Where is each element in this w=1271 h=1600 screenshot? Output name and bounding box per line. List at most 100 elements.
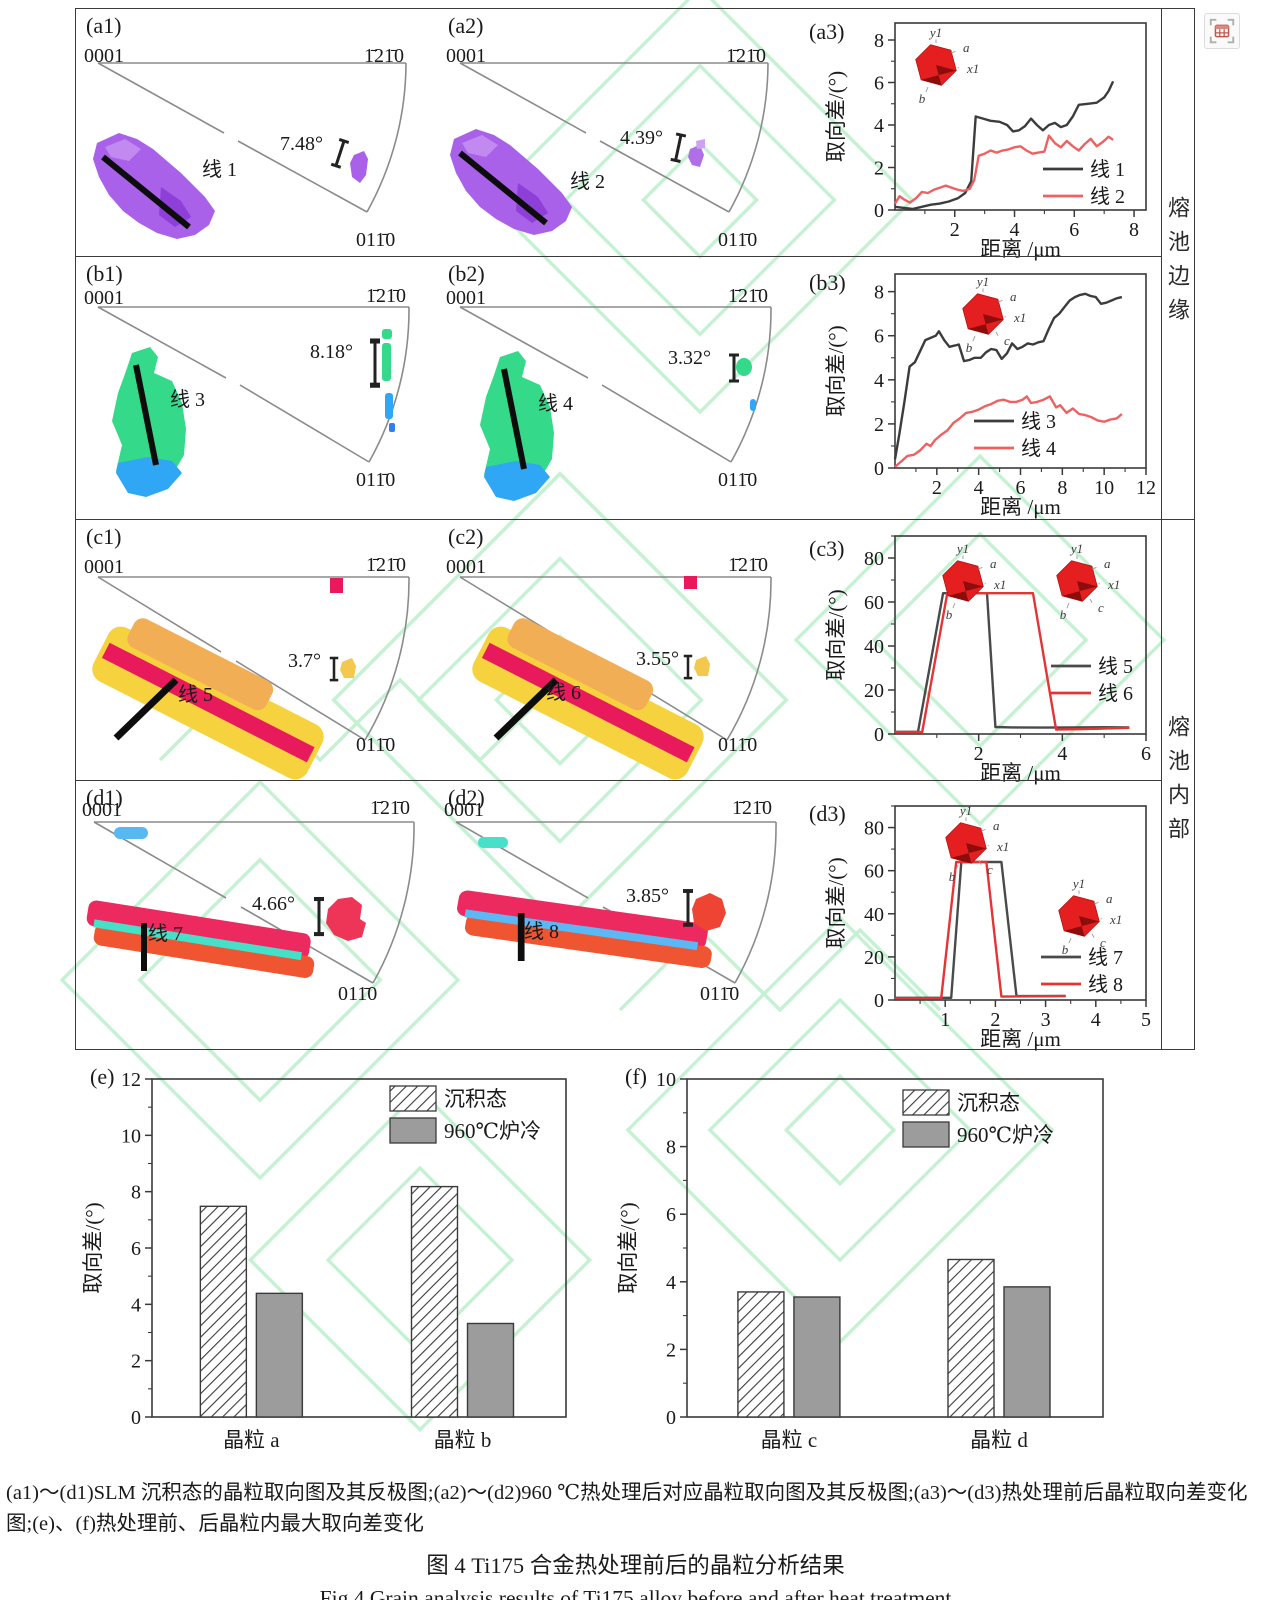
vertex-1210: 1̄21̄0	[728, 554, 768, 576]
line-8-label: 线 8	[524, 921, 559, 943]
svg-text:晶粒 b: 晶粒 b	[434, 1428, 492, 1452]
svg-text:距离 /μm: 距离 /μm	[980, 495, 1061, 519]
ipf-wedge-b2-graphic	[459, 306, 772, 520]
caption-detail: (a1)～(d1)SLM 沉积态的晶粒取向图及其反极图;(a2)～(d2)960…	[6, 1482, 1248, 1535]
svg-text:8: 8	[874, 30, 884, 52]
vertex-1210: 1̄21̄0	[366, 285, 406, 307]
panel-label: (a1)	[86, 13, 122, 38]
svg-text:8: 8	[131, 1182, 141, 1204]
svg-text:c: c	[1100, 935, 1106, 950]
svg-text:x1: x1	[1107, 577, 1120, 592]
svg-text:a: a	[993, 818, 1000, 833]
svg-text:y1: y1	[1069, 541, 1083, 556]
melt-pool-sidebar: 熔池边缘 熔池内部	[1160, 8, 1195, 1050]
svg-text:4: 4	[874, 370, 884, 392]
panel-a2: (a2) 0001 1̄21̄0 011̄0 线 2 4.39°	[438, 9, 798, 256]
svg-text:a: a	[1104, 556, 1111, 571]
figure-caption: (a1)～(d1)SLM 沉积态的晶粒取向图及其反极图;(a2)～(d2)960…	[6, 1478, 1265, 1600]
svg-text:b: b	[1062, 942, 1069, 957]
vertex-0001: 0001	[84, 287, 124, 309]
bar-chart-f: (f) 0 2 4 6 8 10 取向差/(°) 晶粒 c 晶粒 d 沉积态 960℃炉冷	[616, 1064, 1104, 1452]
melt-pool-interior-label: 熔池内部	[1165, 715, 1190, 851]
sidebar-section-edge: 熔池边缘	[1160, 9, 1194, 520]
row-c: (c1) 0001 1̄21̄0 011̄0 线 5 3.7° (c2) 000…	[76, 519, 1161, 781]
svg-text:y1: y1	[928, 25, 942, 40]
chart-d3: (d3) 0 20 40 60 80 1 2 3 4 5 距离 /μm 取向差/(°) y1 c a x1 b y1…	[809, 801, 1151, 1051]
ipf-wedge-d2-graphic	[438, 821, 777, 984]
figure-main-frame: (a1) 0001 1̄21̄0 011̄0 线 1 7.48° (a2) 00…	[75, 8, 1162, 1051]
svg-text:60: 60	[864, 592, 884, 614]
vertex-1210: 1̄21̄0	[732, 797, 772, 819]
panel-a1: (a1) 0001 1̄21̄0 011̄0 线 1 7.48°	[76, 9, 436, 256]
svg-text:距离 /μm: 距离 /μm	[980, 1027, 1061, 1051]
angle-d2: 3.85°	[626, 885, 669, 907]
svg-text:0: 0	[874, 200, 884, 222]
svg-text:取向差/(°): 取向差/(°)	[824, 589, 848, 680]
angle-a2: 4.39°	[620, 127, 663, 149]
svg-text:2: 2	[950, 219, 960, 241]
figure-capture-icon[interactable]	[1204, 13, 1240, 49]
svg-text:2: 2	[990, 1009, 1000, 1031]
capture-frame-icon	[1209, 18, 1235, 44]
svg-text:60: 60	[864, 861, 884, 883]
svg-text:取向差/(°): 取向差/(°)	[824, 857, 848, 948]
svg-text:晶粒 d: 晶粒 d	[970, 1428, 1028, 1452]
caption-en-title: Fig.4 Grain analysis results of Ti175 al…	[319, 1585, 952, 1600]
svg-text:b: b	[949, 869, 956, 884]
svg-text:c: c	[1004, 333, 1010, 348]
svg-text:2: 2	[666, 1339, 676, 1361]
svg-text:b: b	[919, 91, 926, 106]
vertex-0001: 0001	[446, 45, 486, 67]
ipf-wedge-d1-graphic	[76, 821, 415, 984]
svg-text:8: 8	[1129, 219, 1139, 241]
svg-text:10: 10	[1094, 477, 1114, 499]
vertex-0001: 0001	[84, 556, 124, 578]
svg-text:取向差/(°): 取向差/(°)	[824, 71, 848, 162]
svg-text:2: 2	[874, 158, 884, 180]
row-a: (a1) 0001 1̄21̄0 011̄0 线 1 7.48° (a2) 00…	[76, 9, 1161, 261]
svg-text:x1: x1	[996, 839, 1009, 854]
chart-c3: (c3) 0 20 40 60 80 2 4 6 距离 /μm 取向差/(°) y1 a x1 b y1 a x1…	[809, 535, 1151, 785]
svg-text:20: 20	[864, 680, 884, 702]
angle-c2: 3.55°	[636, 648, 679, 670]
svg-text:x1: x1	[1013, 310, 1026, 325]
svg-text:x1: x1	[1109, 912, 1122, 927]
panel-label: (b1)	[86, 261, 123, 286]
vertex-0110: 011̄0	[700, 983, 740, 1005]
svg-text:c: c	[987, 862, 993, 877]
svg-text:0: 0	[874, 458, 884, 480]
svg-text:40: 40	[864, 636, 884, 658]
svg-text:线 6: 线 6	[1098, 682, 1133, 705]
line-6-label: 线 6	[546, 682, 581, 704]
vertex-0110: 011̄0	[718, 469, 758, 491]
svg-text:4: 4	[1057, 743, 1067, 765]
svg-text:4: 4	[1091, 1009, 1101, 1031]
vertex-1210: 1̄21̄0	[728, 285, 768, 307]
svg-text:线 5: 线 5	[1098, 655, 1133, 678]
svg-text:5: 5	[1141, 1009, 1151, 1031]
svg-text:y1: y1	[958, 803, 972, 818]
svg-text:960℃炉冷: 960℃炉冷	[444, 1119, 541, 1143]
panel-label: (d2)	[448, 785, 485, 810]
vertex-0001: 0001	[84, 45, 124, 67]
ipf-wedge-a1-graphic	[76, 62, 407, 256]
vertex-0110: 011̄0	[356, 229, 396, 251]
vertex-1210: 1̄21̄0	[370, 797, 410, 819]
svg-text:a: a	[990, 556, 997, 571]
svg-text:(f): (f)	[625, 1064, 647, 1089]
svg-text:取向差/(°): 取向差/(°)	[81, 1202, 105, 1293]
sidebar-section-interior: 熔池内部	[1160, 519, 1194, 1047]
svg-text:6: 6	[666, 1204, 676, 1226]
svg-text:2: 2	[131, 1351, 141, 1373]
svg-text:960℃炉冷: 960℃炉冷	[957, 1123, 1054, 1147]
svg-text:(c3): (c3)	[809, 536, 844, 561]
svg-text:4: 4	[131, 1294, 141, 1316]
svg-text:0: 0	[874, 724, 884, 746]
melt-pool-edge-label: 熔池边缘	[1165, 196, 1190, 332]
svg-text:2: 2	[874, 414, 884, 436]
vertex-0110: 011̄0	[338, 983, 378, 1005]
angle-a1: 7.48°	[280, 133, 323, 155]
vertex-0001: 0001	[82, 799, 122, 821]
svg-text:线 1: 线 1	[1090, 158, 1125, 181]
